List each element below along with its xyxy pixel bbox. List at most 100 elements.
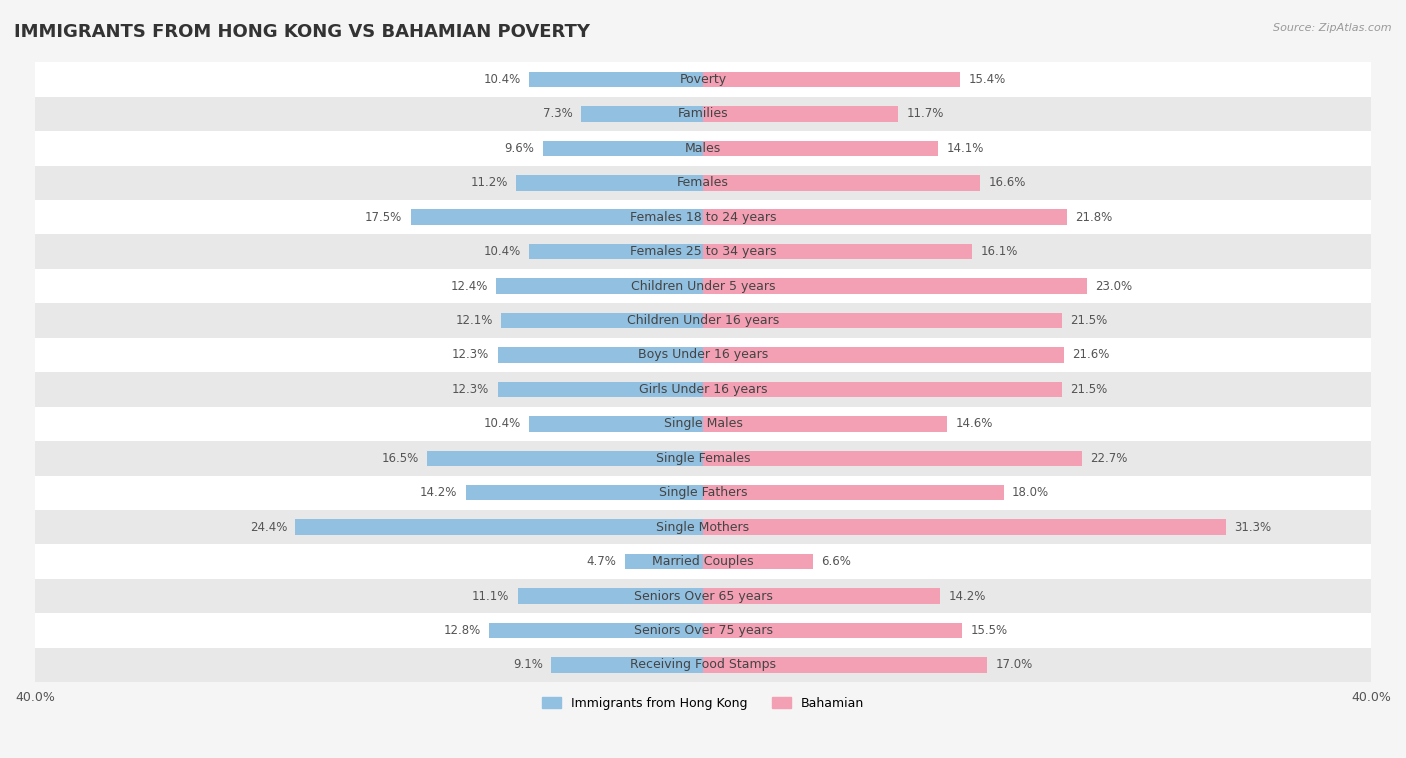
- Bar: [496, 278, 703, 294]
- Text: Children Under 16 years: Children Under 16 years: [627, 314, 779, 327]
- Text: 17.0%: 17.0%: [995, 659, 1032, 672]
- Bar: [35, 97, 1371, 131]
- Bar: [703, 450, 1083, 466]
- Text: 21.5%: 21.5%: [1070, 383, 1108, 396]
- Text: Families: Families: [678, 108, 728, 121]
- Bar: [703, 554, 813, 569]
- Bar: [529, 416, 703, 431]
- Bar: [624, 554, 703, 569]
- Text: Children Under 5 years: Children Under 5 years: [631, 280, 775, 293]
- Bar: [35, 234, 1371, 269]
- Bar: [551, 657, 703, 672]
- Text: Single Males: Single Males: [664, 418, 742, 431]
- Text: Girls Under 16 years: Girls Under 16 years: [638, 383, 768, 396]
- Bar: [703, 278, 1087, 294]
- Bar: [35, 372, 1371, 406]
- Text: 9.6%: 9.6%: [505, 142, 534, 155]
- Text: 16.1%: 16.1%: [980, 245, 1018, 258]
- Bar: [35, 131, 1371, 165]
- Text: 21.8%: 21.8%: [1076, 211, 1112, 224]
- Text: Single Females: Single Females: [655, 452, 751, 465]
- Bar: [295, 519, 703, 535]
- Text: Females: Females: [678, 177, 728, 190]
- Bar: [703, 623, 962, 638]
- Text: 12.1%: 12.1%: [456, 314, 492, 327]
- Text: Receiving Food Stamps: Receiving Food Stamps: [630, 659, 776, 672]
- Text: IMMIGRANTS FROM HONG KONG VS BAHAMIAN POVERTY: IMMIGRANTS FROM HONG KONG VS BAHAMIAN PO…: [14, 23, 591, 41]
- Bar: [465, 485, 703, 500]
- Bar: [703, 382, 1062, 397]
- Text: Single Mothers: Single Mothers: [657, 521, 749, 534]
- Text: Females 25 to 34 years: Females 25 to 34 years: [630, 245, 776, 258]
- Text: 9.1%: 9.1%: [513, 659, 543, 672]
- Bar: [703, 209, 1067, 225]
- Text: 14.2%: 14.2%: [420, 486, 457, 500]
- Bar: [703, 140, 938, 156]
- Text: 7.3%: 7.3%: [543, 108, 572, 121]
- Bar: [35, 338, 1371, 372]
- Text: 11.2%: 11.2%: [470, 177, 508, 190]
- Bar: [703, 72, 960, 87]
- Text: Poverty: Poverty: [679, 73, 727, 86]
- Bar: [35, 406, 1371, 441]
- Legend: Immigrants from Hong Kong, Bahamian: Immigrants from Hong Kong, Bahamian: [537, 692, 869, 715]
- Text: 12.4%: 12.4%: [450, 280, 488, 293]
- Bar: [703, 416, 946, 431]
- Bar: [35, 544, 1371, 579]
- Text: 15.5%: 15.5%: [970, 624, 1007, 637]
- Bar: [703, 519, 1226, 535]
- Bar: [411, 209, 703, 225]
- Text: 12.3%: 12.3%: [451, 349, 489, 362]
- Text: 6.6%: 6.6%: [821, 555, 852, 568]
- Text: 18.0%: 18.0%: [1012, 486, 1049, 500]
- Text: 21.6%: 21.6%: [1073, 349, 1109, 362]
- Bar: [35, 648, 1371, 682]
- Text: 16.5%: 16.5%: [382, 452, 419, 465]
- Text: 15.4%: 15.4%: [969, 73, 1005, 86]
- Text: Seniors Over 75 years: Seniors Over 75 years: [634, 624, 772, 637]
- Bar: [498, 347, 703, 363]
- Text: 17.5%: 17.5%: [366, 211, 402, 224]
- Bar: [529, 244, 703, 259]
- Text: 21.5%: 21.5%: [1070, 314, 1108, 327]
- Text: 23.0%: 23.0%: [1095, 280, 1133, 293]
- Bar: [35, 269, 1371, 303]
- Bar: [703, 347, 1064, 363]
- Bar: [703, 657, 987, 672]
- Text: 11.1%: 11.1%: [472, 590, 509, 603]
- Bar: [517, 588, 703, 604]
- Text: 14.2%: 14.2%: [949, 590, 986, 603]
- Text: 10.4%: 10.4%: [484, 418, 522, 431]
- Text: 16.6%: 16.6%: [988, 177, 1026, 190]
- Bar: [35, 62, 1371, 97]
- Text: 31.3%: 31.3%: [1234, 521, 1271, 534]
- Bar: [529, 72, 703, 87]
- Bar: [703, 313, 1062, 328]
- Text: 24.4%: 24.4%: [250, 521, 287, 534]
- Bar: [543, 140, 703, 156]
- Text: Married Couples: Married Couples: [652, 555, 754, 568]
- Bar: [498, 382, 703, 397]
- Bar: [703, 588, 941, 604]
- Text: 14.6%: 14.6%: [955, 418, 993, 431]
- Text: 22.7%: 22.7%: [1091, 452, 1128, 465]
- Bar: [703, 175, 980, 190]
- Bar: [35, 475, 1371, 510]
- Bar: [35, 613, 1371, 648]
- Bar: [35, 165, 1371, 200]
- Bar: [501, 313, 703, 328]
- Bar: [489, 623, 703, 638]
- Bar: [516, 175, 703, 190]
- Text: 10.4%: 10.4%: [484, 73, 522, 86]
- Text: 4.7%: 4.7%: [586, 555, 616, 568]
- Bar: [427, 450, 703, 466]
- Text: Females 18 to 24 years: Females 18 to 24 years: [630, 211, 776, 224]
- Bar: [703, 106, 898, 121]
- Text: Single Fathers: Single Fathers: [659, 486, 747, 500]
- Bar: [35, 200, 1371, 234]
- Bar: [581, 106, 703, 121]
- Text: 12.8%: 12.8%: [444, 624, 481, 637]
- Bar: [35, 441, 1371, 475]
- Text: 11.7%: 11.7%: [907, 108, 945, 121]
- Text: 10.4%: 10.4%: [484, 245, 522, 258]
